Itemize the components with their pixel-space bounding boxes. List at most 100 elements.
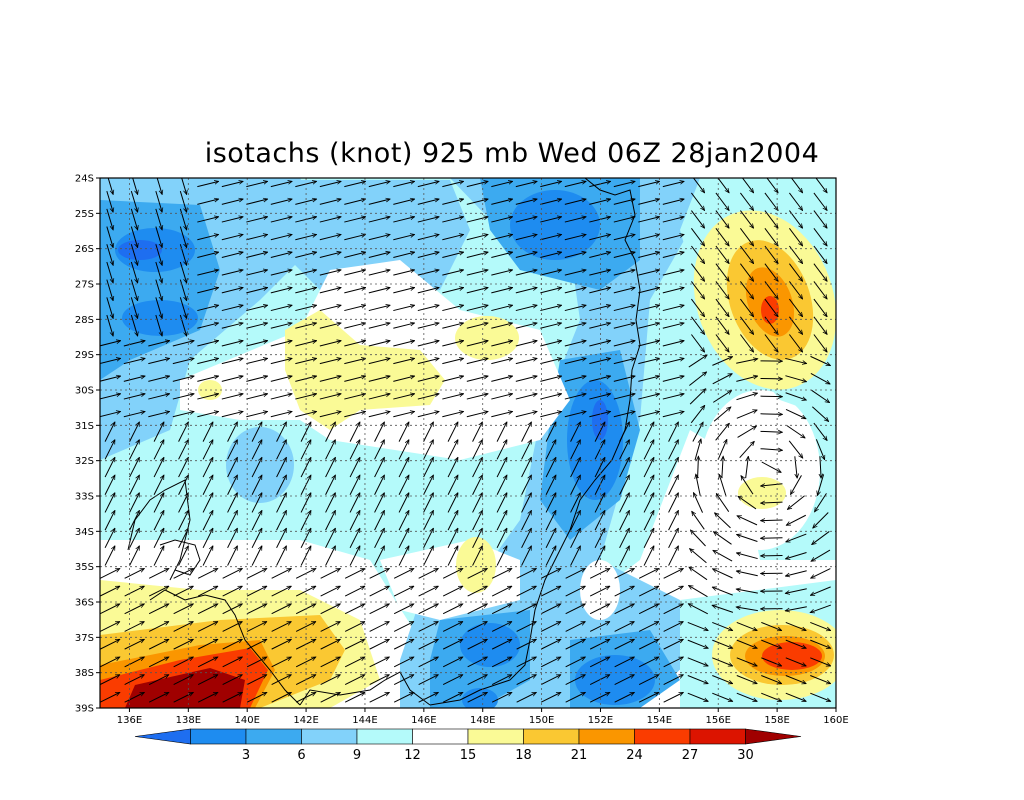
wind-vector xyxy=(130,279,137,301)
wind-vector xyxy=(423,546,434,566)
wind-vector xyxy=(516,621,537,632)
wind-vector xyxy=(589,341,610,347)
wind-vector xyxy=(712,605,734,613)
wind-vector xyxy=(789,298,802,317)
wind-vector xyxy=(663,691,684,703)
wind-vector xyxy=(319,252,341,258)
wind-vector xyxy=(564,252,586,258)
wind-vector xyxy=(764,192,778,211)
wind-vector xyxy=(173,621,194,632)
wind-vector xyxy=(491,411,512,418)
wind-vector xyxy=(368,341,390,347)
wind-vector xyxy=(545,528,557,549)
wind-vector xyxy=(295,656,316,668)
wind-vector xyxy=(715,192,729,211)
wind-vector xyxy=(662,181,684,188)
wind-vector xyxy=(246,621,267,632)
wind-vector xyxy=(619,510,630,531)
wind-vector xyxy=(393,199,414,205)
wind-vector xyxy=(736,692,757,701)
wind-vector xyxy=(197,341,218,347)
wind-vector xyxy=(276,422,287,442)
wind-vector xyxy=(393,394,414,400)
wind-vector xyxy=(736,553,758,560)
wind-vector xyxy=(398,528,410,549)
wind-vector xyxy=(789,192,802,211)
wind-vector xyxy=(325,510,336,531)
wind-vector xyxy=(614,674,635,685)
wind-vector xyxy=(741,476,754,495)
wind-vector xyxy=(736,621,757,630)
lon-label: 160E xyxy=(823,715,848,726)
wind-vector xyxy=(540,638,561,650)
wind-vector xyxy=(106,191,113,212)
wind-vector xyxy=(104,493,116,513)
wind-vector xyxy=(589,305,610,312)
wind-vector xyxy=(813,192,827,211)
wind-vector xyxy=(295,585,316,597)
wind-vector xyxy=(619,528,630,549)
wind-vector xyxy=(740,316,753,335)
wind-vector xyxy=(104,422,116,442)
wind-vector xyxy=(178,546,189,566)
wind-vector xyxy=(589,181,610,188)
wind-vector xyxy=(662,305,684,312)
wind-vector xyxy=(613,288,635,294)
wind-vector xyxy=(662,376,684,382)
wind-vector xyxy=(173,691,194,703)
wind-vector xyxy=(696,474,701,496)
wind-vector xyxy=(785,552,807,559)
wind-vector xyxy=(570,528,581,549)
wind-vector xyxy=(761,502,783,503)
wind-vector xyxy=(349,528,361,549)
colorbar-segment xyxy=(634,728,691,745)
wind-vector xyxy=(540,674,561,685)
wind-vector xyxy=(246,691,267,703)
wind-vector xyxy=(393,358,414,365)
wind-vector xyxy=(246,252,267,258)
wind-vector xyxy=(691,298,704,317)
wind-vector xyxy=(565,621,586,632)
wind-vector xyxy=(786,533,807,542)
wind-vector xyxy=(368,411,390,418)
wind-vector xyxy=(270,411,292,418)
wind-vector xyxy=(466,217,488,223)
wind-vector xyxy=(246,323,267,329)
lat-label: 37S xyxy=(75,633,94,644)
wind-vector xyxy=(319,358,341,365)
wind-vector xyxy=(246,674,267,685)
wind-vector xyxy=(319,411,341,418)
wind-vector xyxy=(613,217,635,223)
wind-vector xyxy=(106,297,113,318)
wind-vector xyxy=(692,511,705,530)
wind-vector xyxy=(515,217,537,223)
wind-vector xyxy=(716,494,730,512)
wind-vector xyxy=(270,252,292,258)
wind-vector xyxy=(368,305,390,312)
wind-vector xyxy=(173,656,194,668)
wind-vector xyxy=(393,341,414,347)
lat-label: 35S xyxy=(75,562,94,573)
wind-vector xyxy=(251,440,263,460)
wind-vector xyxy=(246,656,267,668)
wind-vector xyxy=(179,244,186,265)
wind-vector xyxy=(368,358,390,365)
wind-vector xyxy=(761,639,781,648)
wind-vector xyxy=(104,546,116,566)
wind-vector xyxy=(221,341,243,347)
wind-vector xyxy=(687,621,708,630)
wind-vector xyxy=(764,281,778,299)
wind-vector xyxy=(687,692,708,701)
wind-vector xyxy=(691,281,704,299)
wind-vector xyxy=(810,675,830,684)
wind-vector xyxy=(761,484,783,486)
wind-vector xyxy=(369,585,390,597)
wind-vector xyxy=(202,510,214,531)
wind-vector xyxy=(491,341,512,347)
wind-vector xyxy=(129,528,140,549)
wind-vector xyxy=(614,568,635,579)
wind-vector xyxy=(393,252,414,258)
wind-vector xyxy=(227,440,238,460)
wind-vector xyxy=(813,228,827,246)
wind-vector xyxy=(491,638,512,650)
